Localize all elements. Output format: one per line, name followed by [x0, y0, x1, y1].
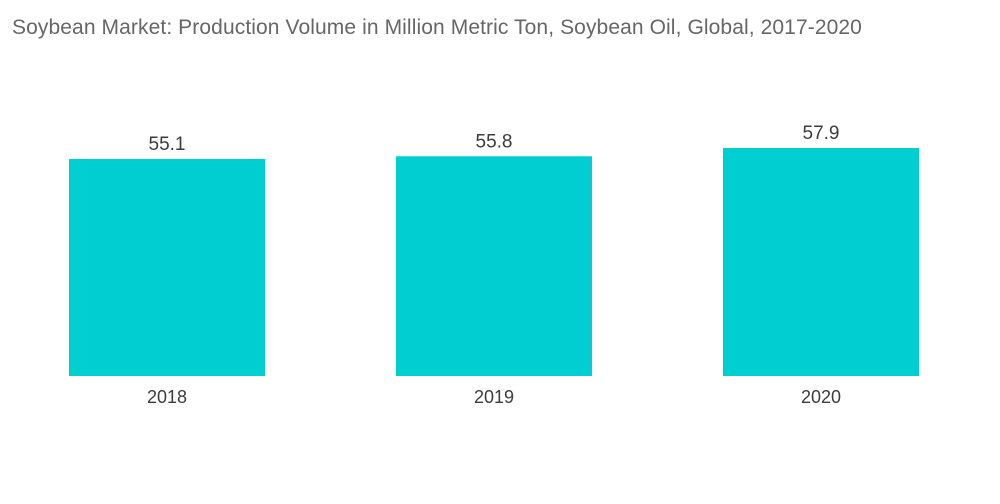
chart-title: Soybean Market: Production Volume in Mil…	[12, 16, 862, 39]
x-tick-label-2019: 2019	[474, 387, 514, 407]
bar-2018	[69, 159, 265, 376]
x-tick-label-2018: 2018	[147, 387, 187, 407]
bar-2020	[723, 148, 919, 376]
x-tick-label-2020: 2020	[801, 387, 841, 407]
bar-2019	[396, 156, 592, 376]
data-label-2019: 55.8	[476, 131, 513, 152]
data-label-2018: 55.1	[149, 134, 186, 155]
data-label-2020: 57.9	[803, 123, 840, 144]
